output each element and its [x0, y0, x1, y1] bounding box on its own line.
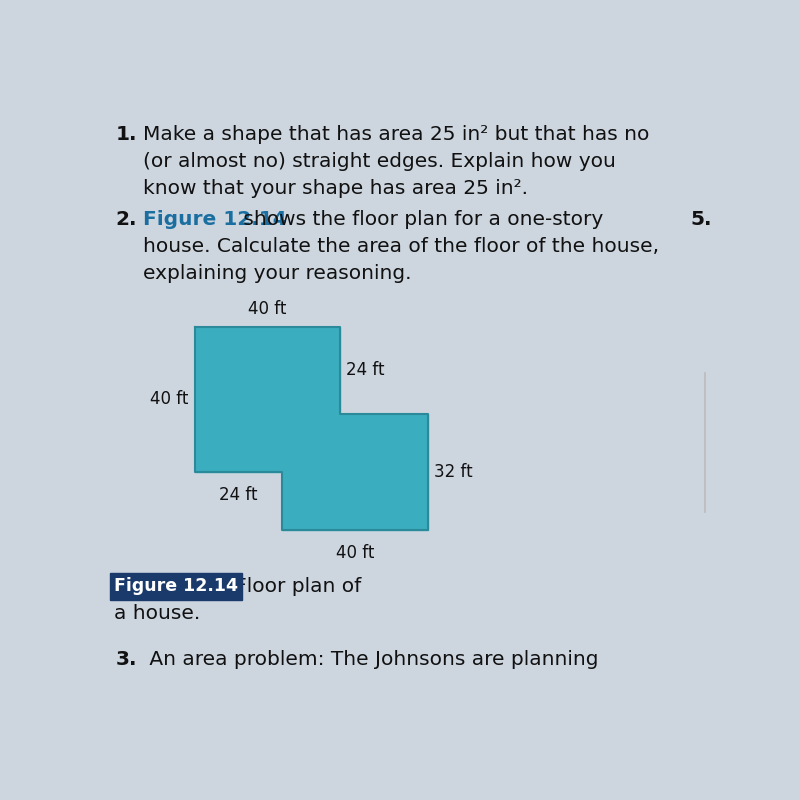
Text: 40 ft: 40 ft — [336, 543, 374, 562]
Text: know that your shape has area 25 in².: know that your shape has area 25 in². — [142, 179, 528, 198]
Text: (or almost no) straight edges. Explain how you: (or almost no) straight edges. Explain h… — [142, 152, 615, 171]
Text: 32 ft: 32 ft — [434, 462, 473, 481]
Text: Figure 12.14: Figure 12.14 — [114, 578, 238, 595]
Text: a house.: a house. — [114, 604, 200, 623]
Text: 5.: 5. — [690, 210, 712, 229]
Text: 2.: 2. — [115, 210, 137, 229]
Text: Make a shape that has area 25 in² but that has no: Make a shape that has area 25 in² but th… — [142, 126, 649, 144]
Text: Floor plan of: Floor plan of — [216, 578, 362, 596]
Text: Figure 12.14: Figure 12.14 — [142, 210, 286, 229]
Text: 40 ft: 40 ft — [248, 300, 286, 318]
Text: explaining your reasoning.: explaining your reasoning. — [142, 264, 411, 283]
Text: shows the floor plan for a one-story: shows the floor plan for a one-story — [237, 210, 603, 229]
Text: An area problem: The Johnsons are planning: An area problem: The Johnsons are planni… — [142, 650, 598, 670]
Text: 3.: 3. — [115, 650, 137, 670]
Text: 1.: 1. — [115, 126, 137, 144]
Text: house. Calculate the area of the floor of the house,: house. Calculate the area of the floor o… — [142, 237, 658, 256]
Text: 24 ft: 24 ft — [346, 362, 385, 379]
Text: 24 ft: 24 ft — [219, 486, 258, 504]
Polygon shape — [194, 327, 428, 530]
Text: 40 ft: 40 ft — [150, 390, 188, 408]
